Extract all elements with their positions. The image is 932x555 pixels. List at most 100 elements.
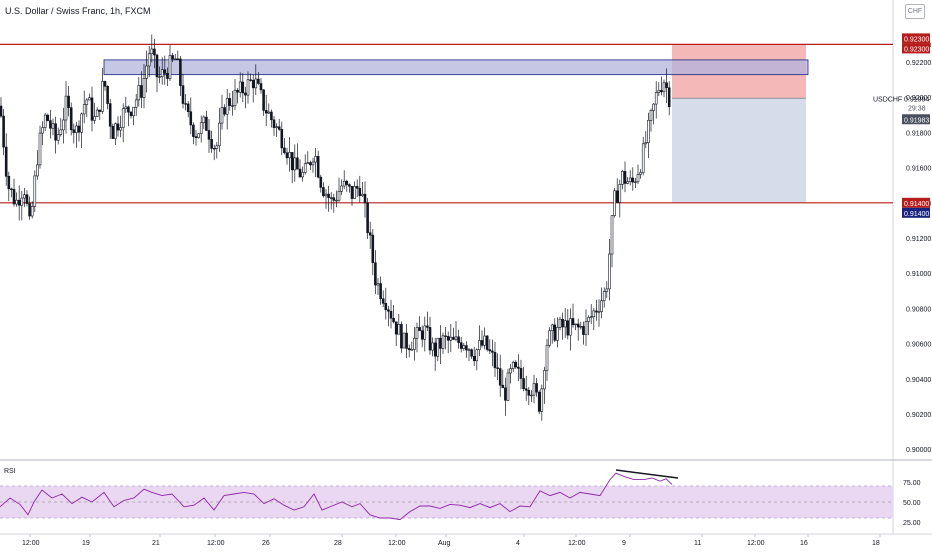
- candle-body: [558, 318, 562, 328]
- candle-body: [85, 99, 89, 105]
- candle-body: [514, 361, 518, 368]
- candle-body: [103, 81, 107, 87]
- candle-body: [660, 90, 663, 93]
- candle-body: [592, 310, 596, 318]
- candle-body: [173, 58, 177, 60]
- candle-body: [119, 127, 122, 131]
- price-axis-label-stop: 0.92300: [904, 36, 929, 43]
- candle-body: [186, 103, 190, 112]
- candle-body: [150, 48, 154, 55]
- candle-body: [587, 317, 590, 322]
- candle-body: [439, 337, 442, 349]
- candle-body: [621, 171, 624, 185]
- candle-body: [402, 332, 406, 349]
- candle-body: [69, 107, 73, 131]
- candle-body: [654, 92, 658, 105]
- candle-body: [332, 197, 336, 201]
- candle-body: [522, 378, 525, 390]
- candle-body: [470, 349, 473, 357]
- candle-body: [397, 324, 401, 335]
- candle-body: [600, 300, 603, 312]
- time-tick-label: 18: [872, 540, 880, 547]
- candle-body: [368, 232, 372, 236]
- candle-body: [10, 188, 13, 190]
- candle-body: [301, 172, 304, 178]
- candle-body: [7, 175, 11, 190]
- candle-body: [147, 53, 151, 67]
- candle-body: [384, 303, 388, 311]
- candle-body: [602, 291, 606, 301]
- candle-body: [288, 152, 291, 159]
- countdown-label: 29:38: [908, 105, 926, 112]
- candle-body: [171, 55, 174, 60]
- candle-body: [192, 124, 195, 137]
- candle-body: [405, 332, 408, 349]
- candle-body: [264, 110, 268, 114]
- candle-body: [90, 97, 94, 121]
- candle-body: [241, 81, 245, 94]
- rsi-tick-label: 50.00: [903, 500, 921, 507]
- candle-body: [556, 327, 559, 341]
- candle-body: [337, 191, 341, 201]
- candle-body: [306, 162, 310, 165]
- candle-body: [582, 326, 585, 335]
- currency-button[interactable]: CHF: [905, 4, 925, 19]
- candle-body: [290, 152, 294, 171]
- time-tick-label: 11: [694, 540, 701, 547]
- candle-body: [145, 65, 148, 79]
- candle-body: [462, 345, 466, 349]
- candle-body: [160, 69, 164, 77]
- candle-body: [608, 253, 611, 290]
- current-price-label: 0.91994: [904, 96, 929, 103]
- price-tick-label: 0.90800: [906, 306, 931, 313]
- candle-body: [493, 351, 497, 369]
- candle-body: [657, 90, 661, 93]
- price-tick-label: 0.91200: [906, 236, 931, 243]
- candle-body: [134, 99, 138, 108]
- candle-body: [389, 310, 393, 319]
- rsi-title: RSI: [4, 468, 16, 475]
- candle-body: [62, 119, 65, 131]
- candle-body: [212, 148, 216, 150]
- candle-body: [36, 164, 39, 177]
- candle-body: [254, 78, 258, 89]
- candle-body: [238, 81, 242, 93]
- price-axis-label-level-high-bg: [902, 43, 930, 54]
- candle-body: [457, 336, 460, 343]
- candle-body: [535, 383, 538, 393]
- candle-body: [153, 48, 156, 56]
- rsi-tick-label: 75.00: [903, 480, 921, 487]
- candle-body: [236, 89, 239, 93]
- candle-body: [17, 199, 21, 206]
- candle-body: [335, 199, 338, 202]
- candle-body: [75, 125, 78, 133]
- candle-body: [350, 185, 354, 199]
- current-symbol-label: USDCHF: [873, 96, 902, 103]
- candle-body: [381, 298, 385, 304]
- candle-body: [38, 132, 42, 166]
- candle-body: [41, 127, 44, 134]
- candle-body: [205, 116, 208, 131]
- candle-body: [12, 189, 16, 205]
- candle-body: [649, 110, 653, 121]
- candle-body: [0, 105, 3, 117]
- candle-body: [465, 345, 468, 351]
- candle-body: [220, 107, 224, 124]
- candle-body: [28, 203, 31, 217]
- candle-body: [623, 171, 627, 184]
- candle-body: [316, 156, 320, 178]
- candle-body: [485, 335, 489, 350]
- candle-body: [615, 190, 619, 203]
- candle-body: [597, 311, 601, 313]
- candle-body: [184, 103, 187, 105]
- candle-body: [665, 82, 668, 89]
- candle-body: [51, 123, 55, 129]
- candle-body: [215, 145, 219, 149]
- candle-body: [267, 111, 271, 114]
- candle-body: [56, 134, 60, 141]
- candle-body: [574, 323, 577, 326]
- candle-body: [483, 335, 486, 346]
- candle-body: [342, 180, 346, 187]
